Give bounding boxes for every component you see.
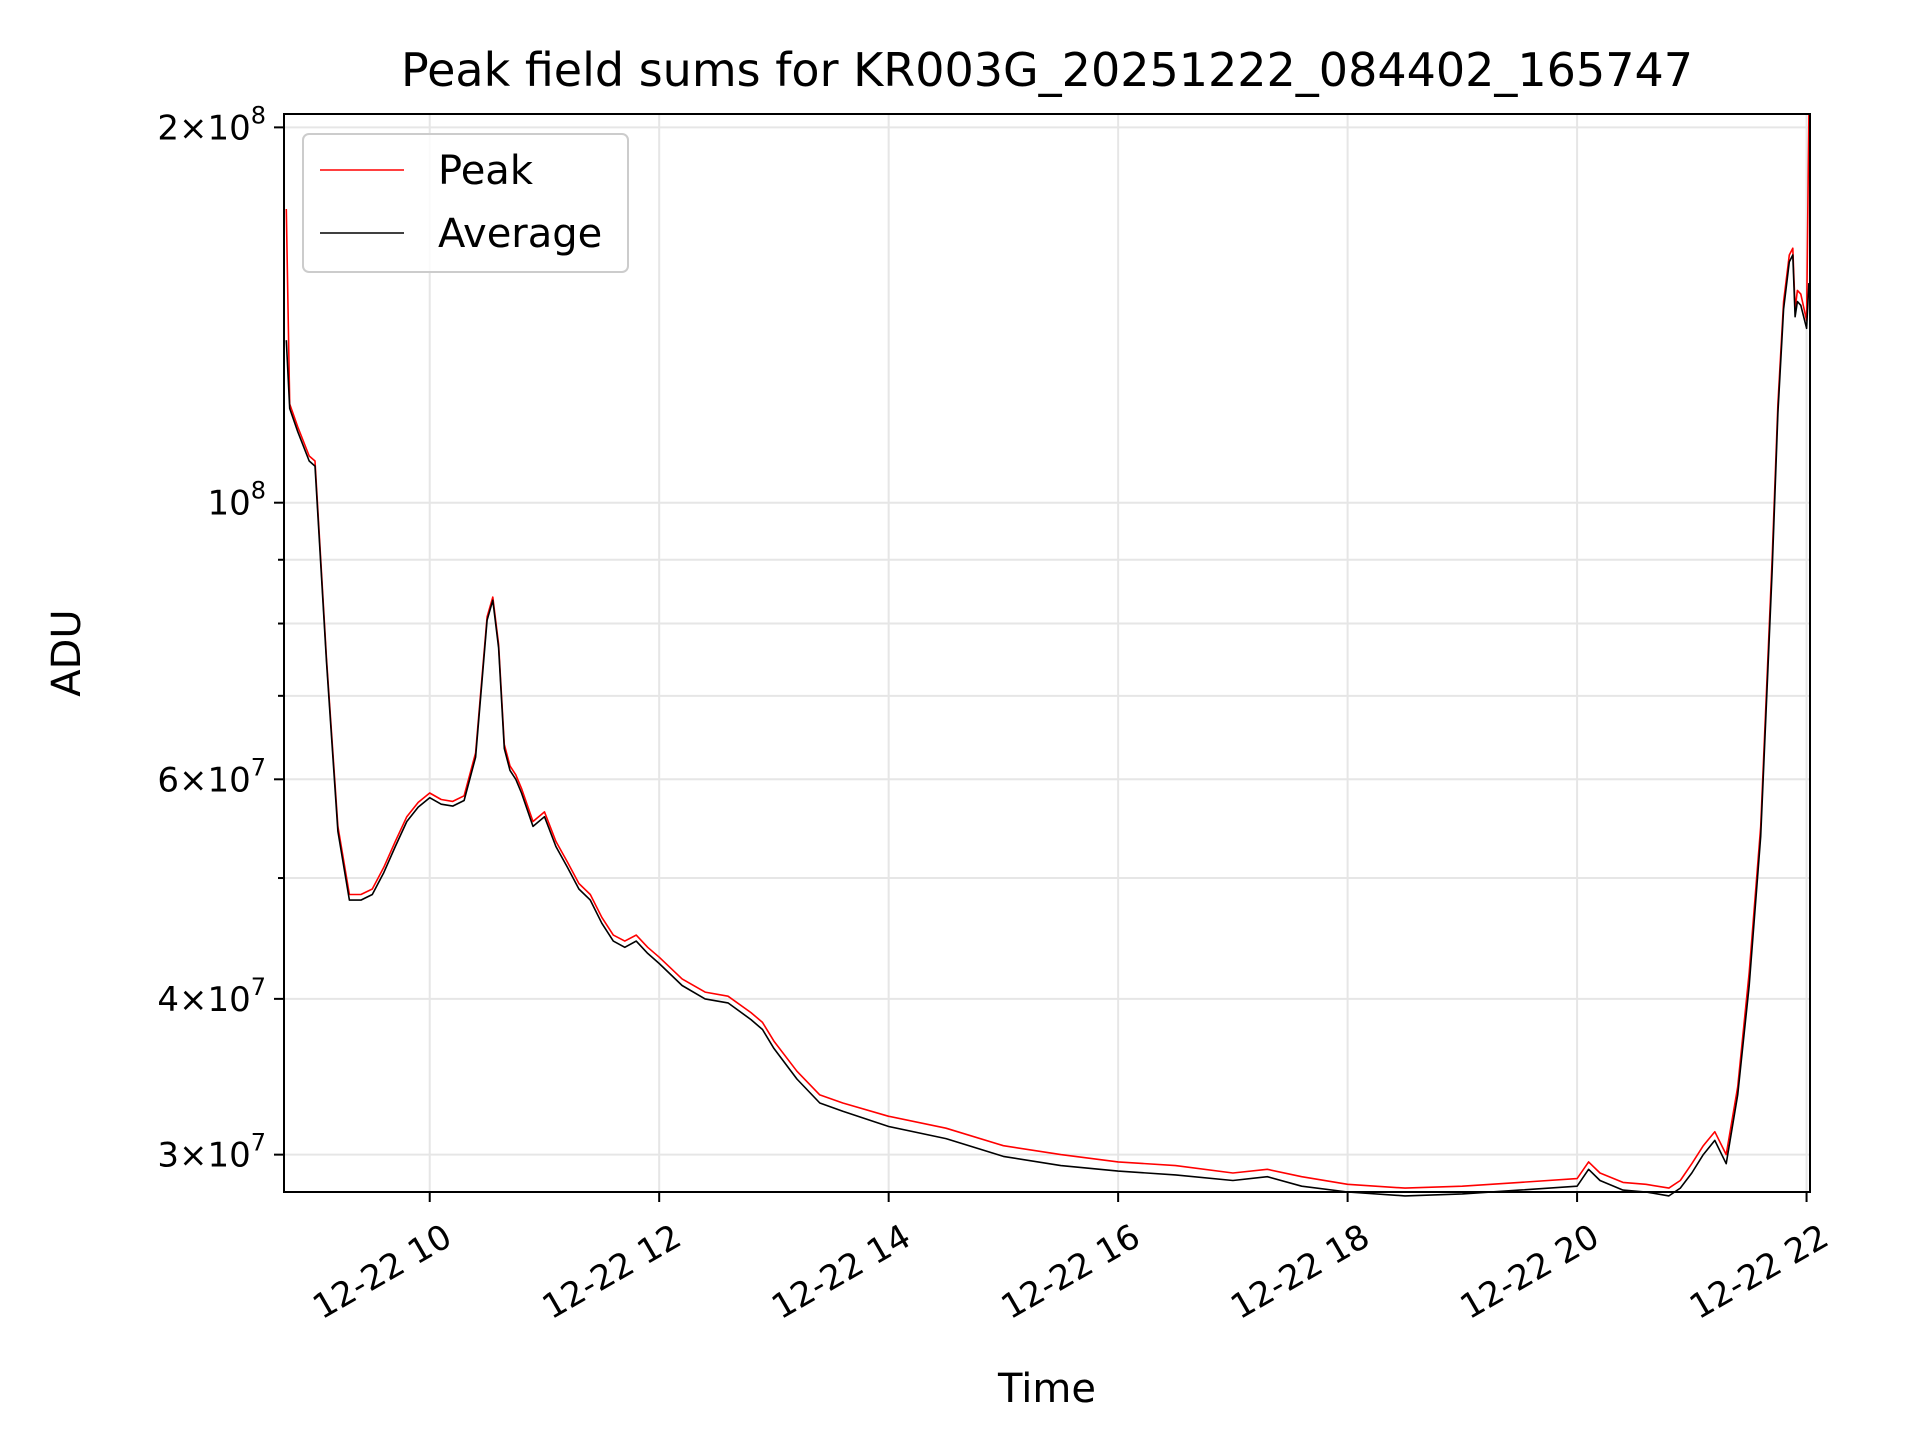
legend-label-average: Average — [438, 211, 602, 257]
y-tick-label: 108 — [207, 477, 266, 524]
chart-title: Peak field sums for KR003G_20251222_0844… — [401, 43, 1693, 97]
y-tick-label: 6×107 — [157, 753, 266, 800]
y-axis-label: ADU — [44, 609, 90, 696]
series-layer — [285, 113, 1810, 1197]
x-axis-label: Time — [997, 1366, 1096, 1412]
series-line-average — [285, 254, 1810, 1197]
legend-label-peak: Peak — [438, 148, 534, 194]
grid — [284, 114, 1810, 1192]
y-tick-label: 4×107 — [157, 973, 266, 1020]
series-line-peak — [285, 113, 1810, 1189]
legend-box — [302, 133, 629, 273]
y-tick-label: 3×107 — [157, 1129, 266, 1176]
y-tick-label: 2×108 — [157, 101, 266, 148]
legend: Peak Average — [302, 133, 629, 273]
y-axis: 3×107 4×107 6×107 108 2×108 — [157, 101, 284, 1176]
plot-frame — [283, 113, 1811, 1193]
